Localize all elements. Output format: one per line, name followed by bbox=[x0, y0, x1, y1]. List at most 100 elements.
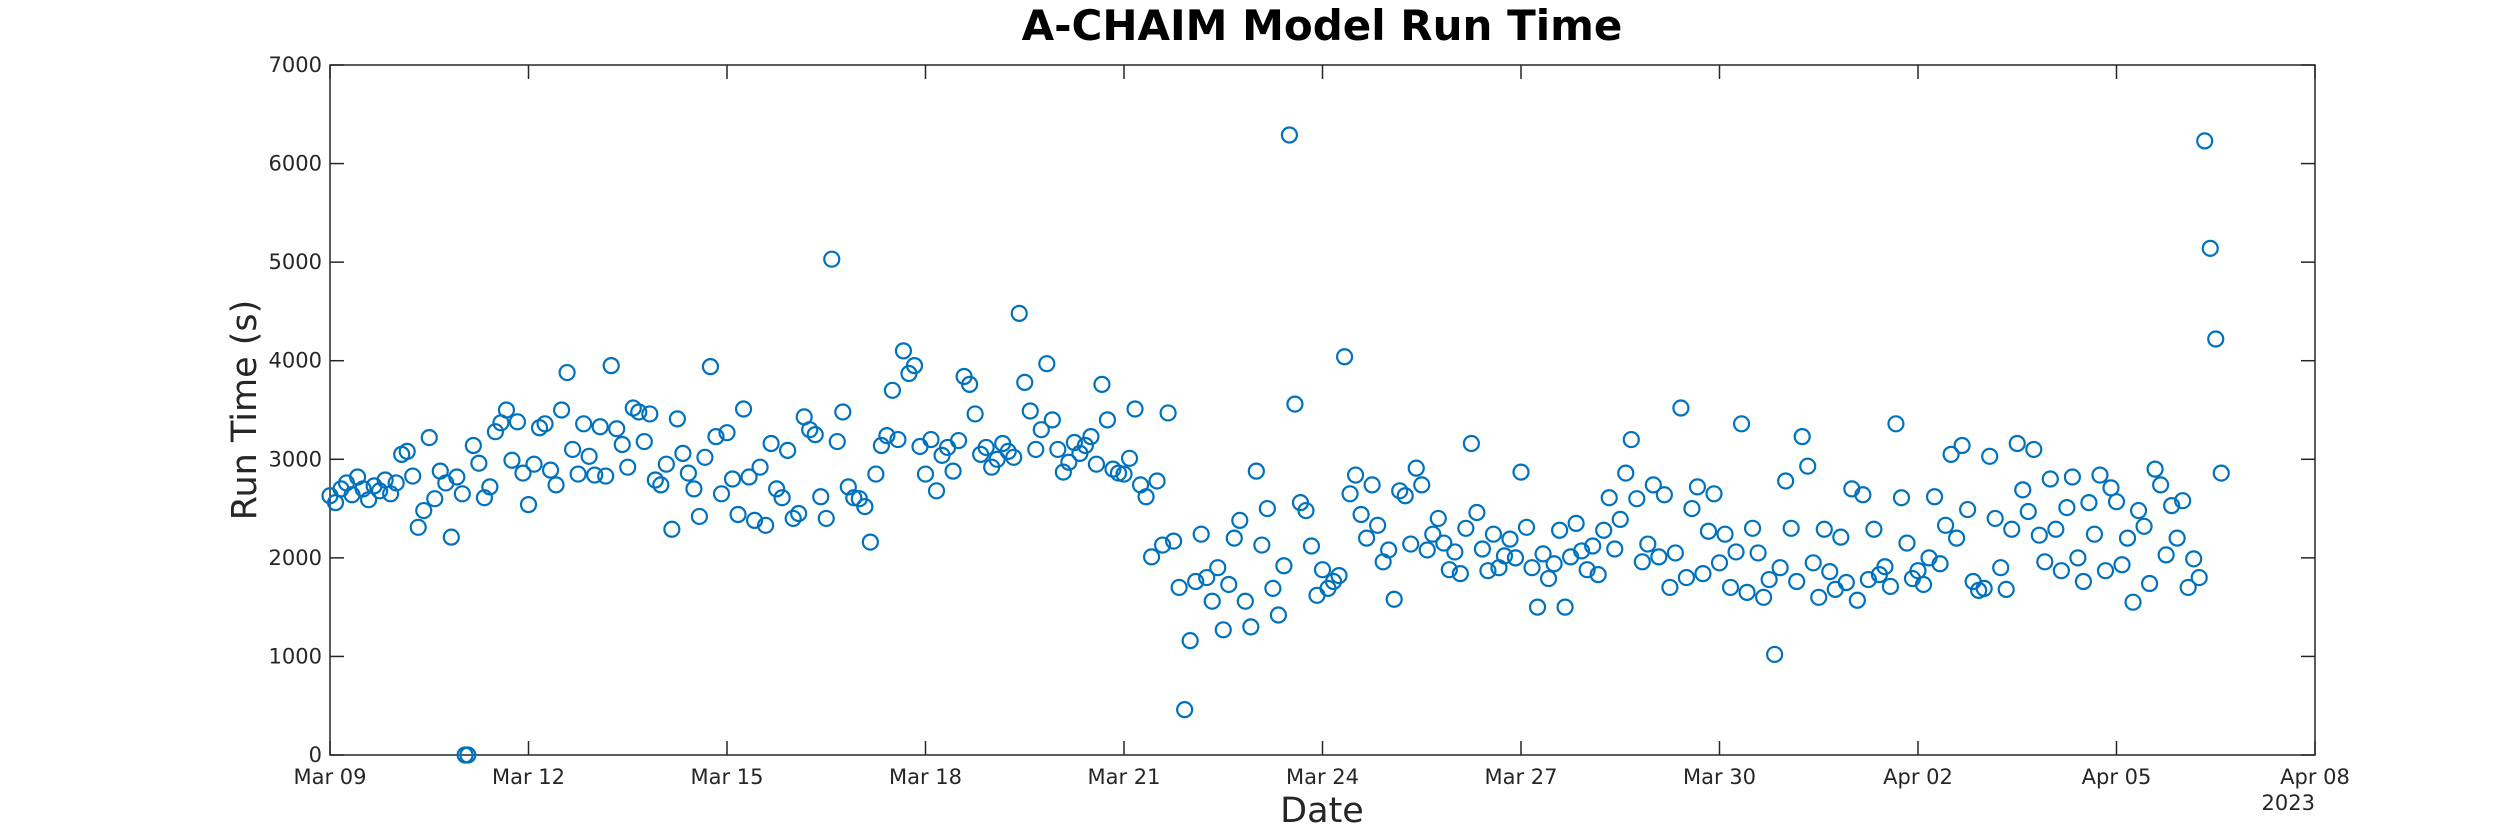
data-point bbox=[784, 509, 802, 528]
data-point bbox=[1231, 511, 1249, 530]
y-axis-title: Run Time (s) bbox=[225, 300, 265, 521]
data-point bbox=[790, 504, 808, 523]
data-point bbox=[1038, 355, 1056, 373]
data-point bbox=[927, 482, 946, 500]
data-point bbox=[1810, 588, 1828, 606]
data-point bbox=[1043, 411, 1061, 429]
data-point bbox=[806, 426, 824, 444]
data-point bbox=[552, 401, 571, 419]
data-point bbox=[1534, 545, 1552, 563]
data-point bbox=[1997, 580, 2015, 599]
data-point bbox=[1148, 472, 1166, 490]
data-point bbox=[961, 375, 979, 393]
data-point bbox=[409, 518, 427, 536]
data-point bbox=[2190, 568, 2208, 587]
x-tick-label: Mar 27 bbox=[1484, 765, 1557, 789]
y-tick-label: 1000 bbox=[269, 644, 322, 668]
x-tick-label: Mar 15 bbox=[690, 765, 763, 789]
data-point bbox=[1506, 549, 1525, 567]
data-point bbox=[1854, 486, 1872, 504]
data-point bbox=[1005, 448, 1023, 466]
data-point bbox=[1424, 525, 1442, 543]
data-point bbox=[1777, 472, 1795, 490]
data-point bbox=[674, 444, 692, 462]
data-point bbox=[1462, 434, 1480, 453]
data-point bbox=[1049, 440, 1067, 459]
data-point bbox=[453, 485, 471, 503]
data-point bbox=[2152, 476, 2170, 494]
data-point bbox=[1914, 575, 1933, 594]
data-point bbox=[1297, 501, 1315, 520]
data-point bbox=[1755, 588, 1773, 606]
data-point bbox=[1936, 516, 1955, 534]
data-point bbox=[1198, 568, 1216, 587]
data-point bbox=[707, 428, 725, 446]
data-point bbox=[1098, 411, 1117, 429]
data-point bbox=[404, 467, 422, 485]
data-point bbox=[1628, 490, 1646, 508]
data-point bbox=[1418, 541, 1436, 559]
data-point bbox=[2140, 574, 2159, 593]
data-point bbox=[1269, 606, 1287, 624]
data-point bbox=[2207, 330, 2225, 348]
data-points bbox=[321, 126, 2230, 764]
data-point bbox=[1192, 525, 1210, 543]
data-point bbox=[564, 440, 582, 459]
x-tick-label: Mar 09 bbox=[293, 765, 366, 789]
data-point bbox=[1672, 399, 1690, 417]
data-point bbox=[2168, 529, 2186, 547]
data-point bbox=[1644, 476, 1662, 494]
data-point bbox=[470, 454, 488, 472]
data-point bbox=[1887, 415, 1905, 433]
data-point bbox=[861, 533, 879, 551]
data-point bbox=[1743, 519, 1762, 537]
data-point bbox=[1710, 554, 1729, 572]
data-point bbox=[1335, 348, 1354, 366]
data-point bbox=[514, 464, 532, 482]
data-point bbox=[1302, 537, 1321, 555]
data-point bbox=[1523, 559, 1541, 577]
data-point bbox=[828, 432, 846, 451]
data-point bbox=[1220, 575, 1238, 594]
data-point bbox=[1346, 466, 1365, 484]
data-point bbox=[1556, 598, 1574, 616]
data-point bbox=[1363, 476, 1381, 494]
data-point bbox=[856, 498, 874, 516]
data-point bbox=[1898, 534, 1916, 552]
data-point bbox=[734, 400, 753, 418]
data-point bbox=[503, 451, 521, 469]
data-point bbox=[883, 381, 902, 399]
data-point bbox=[1738, 583, 1756, 601]
data-point bbox=[1782, 519, 1800, 537]
data-point bbox=[519, 496, 538, 514]
data-point bbox=[1236, 592, 1254, 610]
data-point bbox=[525, 455, 543, 473]
y-tick-label: 2000 bbox=[269, 546, 322, 570]
data-point bbox=[1446, 543, 1464, 561]
data-point bbox=[1589, 566, 1607, 584]
data-point bbox=[1165, 532, 1183, 550]
x-tick-label: Mar 30 bbox=[1683, 765, 1756, 789]
data-point bbox=[1600, 489, 1618, 507]
data-point bbox=[1881, 577, 1900, 596]
data-point bbox=[2063, 468, 2081, 486]
data-point bbox=[547, 476, 565, 494]
data-point bbox=[1688, 478, 1707, 496]
data-point bbox=[1181, 632, 1199, 650]
data-point bbox=[2041, 470, 2059, 488]
data-point bbox=[497, 401, 516, 419]
data-point bbox=[2179, 578, 2197, 597]
data-point bbox=[2163, 497, 2181, 515]
data-point bbox=[745, 511, 764, 530]
data-point bbox=[712, 485, 731, 503]
data-point bbox=[1981, 447, 1999, 465]
data-point bbox=[580, 447, 598, 465]
data-point bbox=[1639, 535, 1657, 553]
y-tick-label: 6000 bbox=[269, 152, 322, 176]
data-point bbox=[1727, 543, 1745, 561]
data-point bbox=[619, 458, 637, 476]
data-point bbox=[646, 471, 664, 489]
x-tick-label: Mar 21 bbox=[1087, 765, 1160, 789]
data-point bbox=[1391, 482, 1409, 500]
data-point bbox=[867, 465, 885, 483]
